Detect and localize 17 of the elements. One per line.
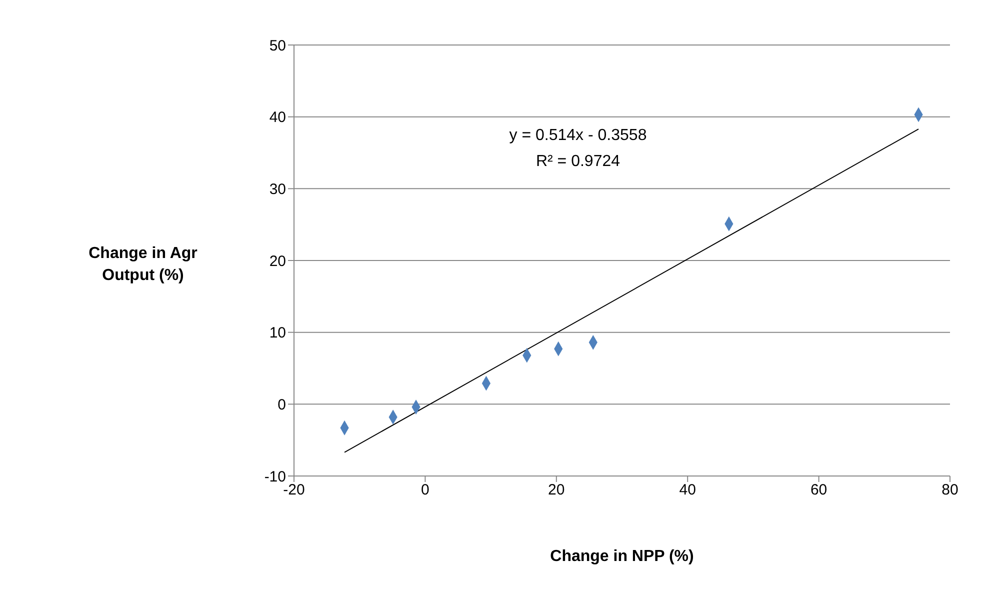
annotation: y = 0.514x - 0.3558 <box>508 126 648 146</box>
y-tick-label: 30 <box>269 180 286 198</box>
annotation: R² = 0.9724 <box>534 152 622 172</box>
x-tick-label: 0 <box>421 482 430 499</box>
x-tick-label: -20 <box>283 482 305 499</box>
x-tick-label: 60 <box>810 482 828 499</box>
x-tick-label: 40 <box>679 482 696 499</box>
y-axis-title: Change in Agr Output (%) <box>88 244 198 286</box>
y-tick-label: 20 <box>269 252 286 270</box>
y-tick-label: 50 <box>269 37 286 54</box>
y-tick-label: -10 <box>264 468 286 486</box>
x-tick-label: 80 <box>942 482 958 499</box>
y-tick-label: 10 <box>269 324 286 342</box>
y-tick-label: 0 <box>278 396 286 414</box>
x-tick-label: 20 <box>548 482 565 499</box>
y-tick-label: 40 <box>269 109 286 126</box>
x-axis-title: Change in NPP (%) <box>549 548 695 566</box>
